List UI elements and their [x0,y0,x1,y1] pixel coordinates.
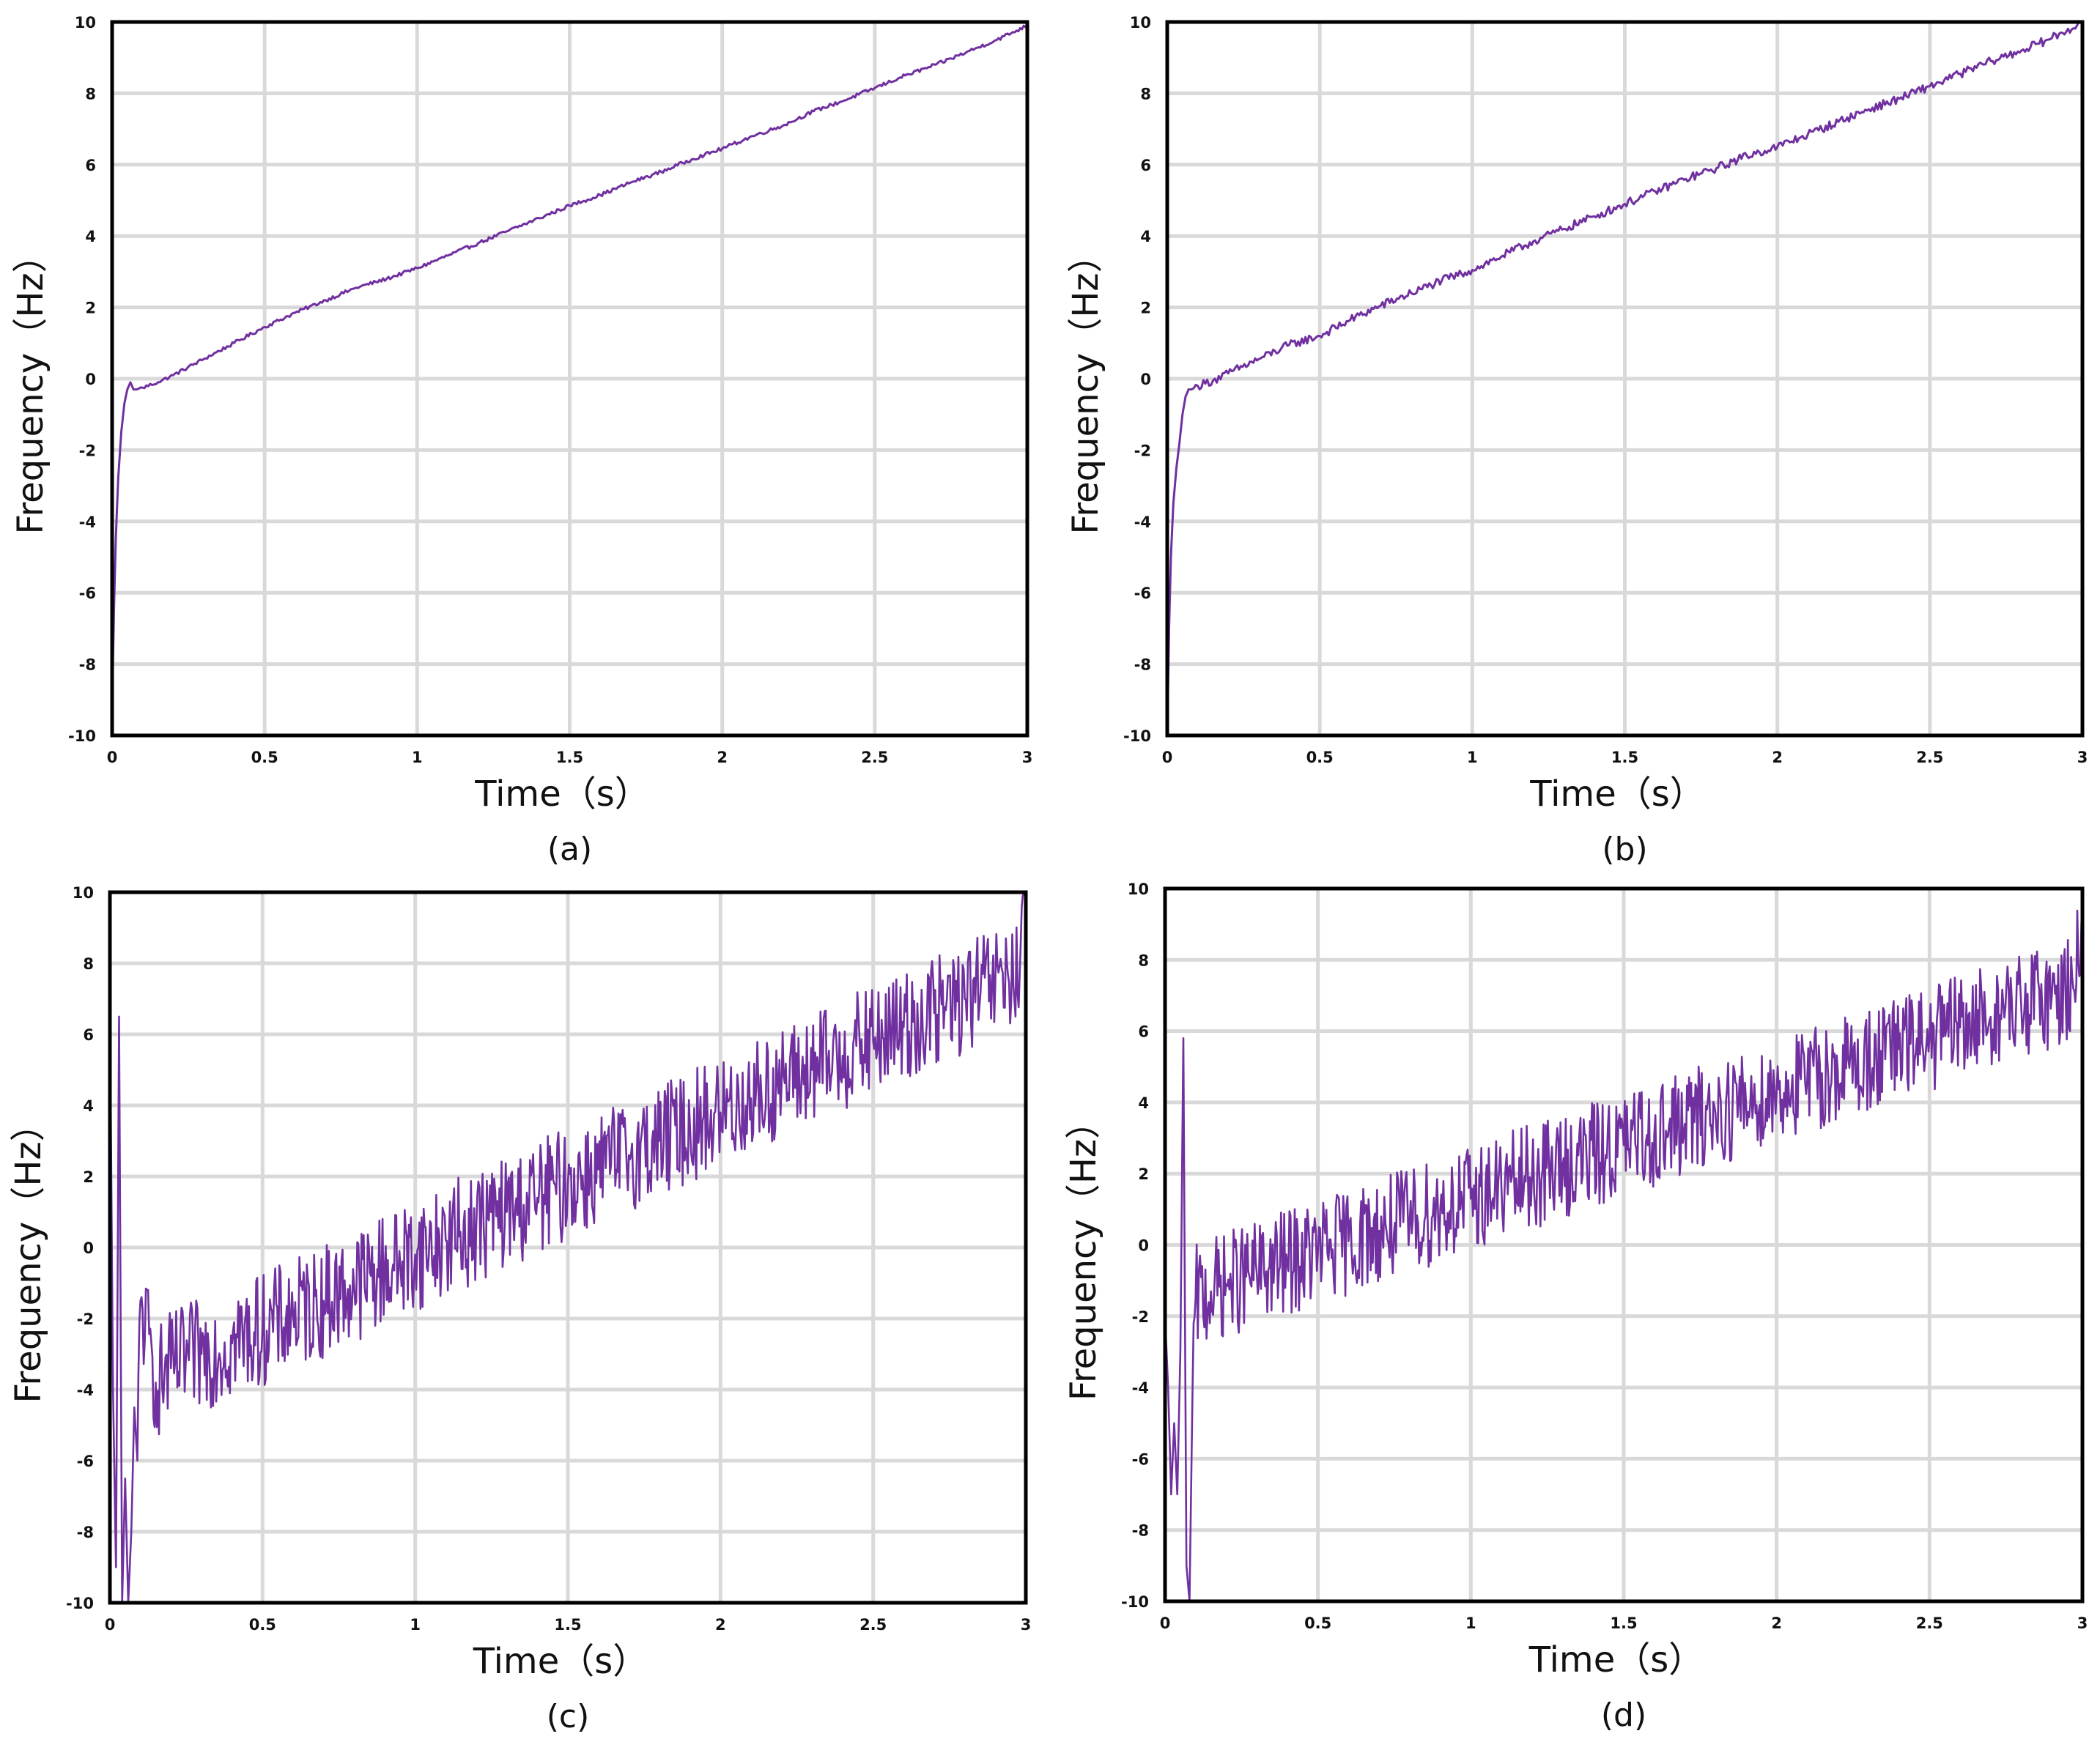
chart-d-ytick-label: -6 [1132,1450,1149,1468]
chart-d-xtick-label: 0.5 [1304,1614,1331,1632]
chart-c-ytick-label: 4 [83,1097,94,1115]
chart-b-ytick-label: 2 [1140,300,1151,317]
chart-b-ytick-label: -8 [1134,656,1151,674]
chart-a-ylabel: Frequency（Hz） [10,237,51,534]
chart-a-ytick-label: -10 [68,727,96,745]
chart-b: -10 -8 -6 -4 -2 0 2 4 6 8 10 0 0.5 1 1.5 2 2.5 3 Time（s） Fr… [1065,14,2088,868]
chart-d-xtick-label: 0 [1160,1614,1171,1632]
chart-d: -10 -8 -6 -4 -2 0 2 4 6 8 10 0 0.5 1 1.5 2 2.5 3 Time（s） Fr… [1063,880,2088,1734]
chart-d-ytick-label: -2 [1132,1308,1149,1326]
chart-d-ytick-label: 6 [1138,1023,1149,1041]
chart-b-xtick-label: 1 [1467,749,1478,766]
chart-a-ytick-label: 10 [75,14,96,31]
chart-b-ytick-label: 10 [1130,14,1151,31]
chart-a-ytick-label: 8 [85,85,96,103]
chart-b-ytick-label: 6 [1140,157,1151,174]
chart-d-xtick-label: 1 [1465,1614,1476,1632]
chart-a-ytick-label: 4 [85,228,96,245]
chart-a-ytick-label: -8 [79,656,96,674]
chart-b-ytick-label: -10 [1123,727,1151,745]
chart-c-xtick-label: 0 [105,1616,116,1634]
chart-d-caption: (d) [1601,1697,1646,1734]
chart-d-ytick-label: 4 [1138,1094,1149,1112]
chart-d-ylabel: Frequency（Hz） [1063,1104,1104,1401]
chart-c-ytick-label: -2 [77,1310,94,1328]
chart-b-ylabel: Frequency（Hz） [1065,237,1106,534]
chart-a: -10 -8 -6 -4 -2 0 2 4 6 8 10 0 0.5 1 1.5 2 2.5 3 Time（s） Fr… [10,14,1032,868]
chart-a-xtick-label: 1.5 [556,749,583,766]
chart-b-ytick-label: -6 [1134,585,1151,602]
chart-d-ytick-label: 8 [1138,952,1149,969]
chart-a-ytick-label: 2 [85,300,96,317]
chart-b-xtick-label: 1.5 [1611,749,1638,766]
chart-a-plot-frame [110,20,1029,738]
chart-d-xtick-label: 1.5 [1610,1614,1637,1632]
chart-a-ytick-label: -4 [79,514,96,531]
chart-d-xlabel: Time（s） [1528,1639,1704,1680]
chart-c-xtick-label: 3 [1021,1616,1032,1634]
chart-c-ytick-label: 0 [83,1239,94,1257]
chart-d-ytick-label: -8 [1132,1522,1149,1540]
chart-c-ytick-label: 10 [73,884,94,902]
chart-b-plot-frame [1165,20,2085,738]
chart-a-xtick-label: 0 [107,749,118,766]
chart-b-caption: (b) [1602,831,1647,868]
chart-d-ytick-label: 2 [1138,1165,1149,1183]
chart-d-series-line [1164,906,2084,1603]
chart-c-xtick-label: 1.5 [554,1616,581,1634]
chart-b-xtick-label: 2.5 [1916,749,1943,766]
chart-a-ytick-label: -6 [79,585,96,602]
chart-c-ytick-label: -6 [77,1453,94,1470]
chart-d-ytick-label: -4 [1132,1379,1149,1397]
chart-d-ytick-label: -10 [1121,1593,1149,1611]
chart-d-ytick-label: 10 [1128,880,1149,898]
chart-d-xtick-label: 2 [1771,1614,1782,1632]
chart-a-ytick-label: 6 [85,157,96,174]
chart-c-xtick-label: 1 [410,1616,421,1634]
chart-b-ytick-label: 4 [1140,228,1151,245]
chart-c-ytick-label: -10 [66,1595,94,1612]
chart-d-ytick-label: 0 [1138,1237,1149,1255]
chart-b-ytick-label: 8 [1140,85,1151,103]
chart-a-xtick-label: 2.5 [861,749,888,766]
chart-c: -10 -8 -6 -4 -2 0 2 4 6 8 10 0 0.5 1 1.5 2 2.5 3 Time（s） Fr… [8,884,1031,1735]
chart-a-xlabel: Time（s） [474,774,649,815]
chart-d-xtick-label: 3 [2077,1614,2088,1632]
chart-c-ytick-label: 6 [83,1026,94,1044]
chart-b-ytick-label: 0 [1140,371,1151,388]
chart-c-caption: (c) [547,1698,590,1735]
chart-a-xtick-label: 0.5 [251,749,278,766]
chart-c-ylabel: Frequency（Hz） [8,1106,49,1403]
chart-c-xtick-label: 2.5 [859,1616,887,1634]
chart-b-xtick-label: 2 [1772,749,1783,766]
chart-b-series-line [1166,21,2082,736]
chart-b-ytick-label: -2 [1134,442,1151,459]
chart-a-ytick-label: -2 [79,442,96,459]
chart-a-xtick-label: 2 [717,749,728,766]
chart-a-ytick-label: 0 [85,371,96,388]
chart-d-plot-frame [1163,886,2085,1604]
chart-b-xtick-label: 0 [1162,749,1173,766]
chart-c-plot-frame [108,890,1028,1605]
chart-c-ytick-label: 8 [83,955,94,973]
chart-d-xtick-label: 2.5 [1916,1614,1943,1632]
chart-b-ytick-label: -4 [1134,514,1151,531]
chart-c-ytick-label: -8 [77,1524,94,1541]
chart-b-xlabel: Time（s） [1529,774,1704,815]
chart-a-xtick-label: 3 [1022,749,1033,766]
chart-b-xtick-label: 3 [2077,749,2088,766]
chart-c-ytick-label: -4 [77,1382,94,1399]
chart-c-series-line [108,891,1026,1604]
chart-a-xtick-label: 1 [412,749,423,766]
chart-c-xtick-label: 0.5 [249,1616,276,1634]
chart-c-ytick-label: 2 [83,1168,94,1186]
chart-b-xtick-label: 0.5 [1306,749,1334,766]
chart-c-xlabel: Time（s） [473,1641,648,1682]
chart-a-series-line [111,24,1028,708]
chart-c-xtick-label: 2 [715,1616,726,1634]
chart-a-caption: (a) [547,831,592,868]
